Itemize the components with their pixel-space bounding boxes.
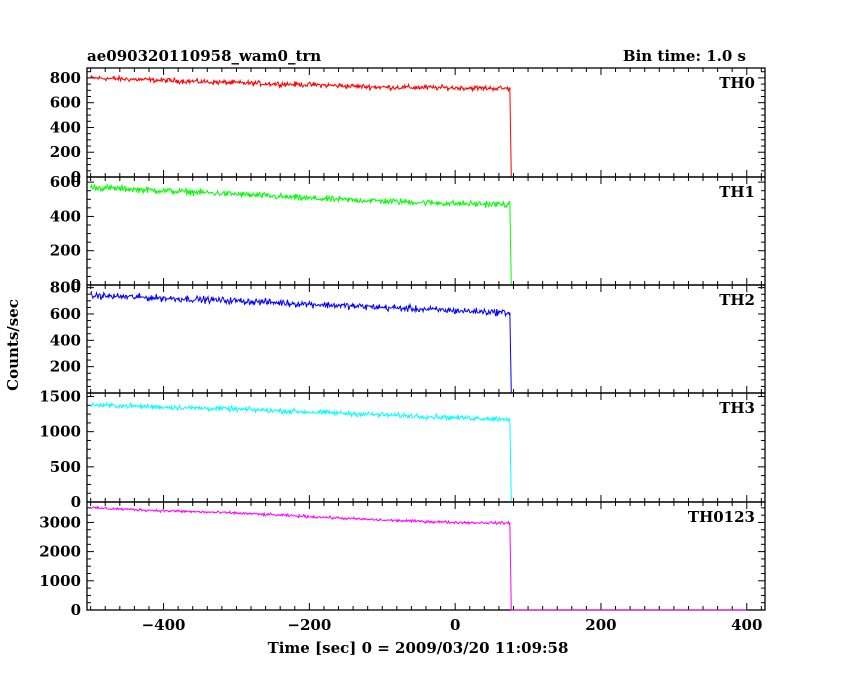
series-label-th1: TH1 xyxy=(719,183,755,201)
panel-frame-th0123 xyxy=(86,501,766,611)
x-tick-label: 0 xyxy=(450,616,460,634)
x-tick-label: −400 xyxy=(142,616,186,634)
y-tick-label: 1500 xyxy=(39,388,81,406)
y-tick-label: 400 xyxy=(50,207,81,225)
panel-frame-th3 xyxy=(86,392,766,503)
plot-title: ae090320110958_wam0_trn xyxy=(87,47,321,65)
series-label-th3: TH3 xyxy=(719,399,755,417)
y-tick-label: 2000 xyxy=(39,543,81,561)
y-tick-label: 600 xyxy=(50,173,81,191)
series-line-th0123 xyxy=(90,505,747,611)
series-line-th0 xyxy=(90,74,747,178)
series-label-th0: TH0 xyxy=(719,74,755,92)
y-tick-label: 600 xyxy=(50,94,81,112)
y-tick-label: 1000 xyxy=(39,572,81,590)
y-tick-label: 600 xyxy=(50,305,81,323)
bin-time-label: Bin time: 1.0 s xyxy=(623,47,746,65)
y-tick-label: 800 xyxy=(50,69,81,87)
series-label-th2: TH2 xyxy=(719,291,755,309)
y-tick-label: 3000 xyxy=(39,513,81,531)
y-tick-label: 200 xyxy=(50,143,81,161)
y-tick-label: 0 xyxy=(71,601,81,619)
y-tick-label: 400 xyxy=(50,331,81,349)
y-axis-label: Counts/sec xyxy=(4,299,22,391)
y-tick-label: 200 xyxy=(50,242,81,260)
y-tick-label: 0 xyxy=(71,276,81,294)
x-tick-label: −200 xyxy=(287,616,331,634)
x-tick-label: 200 xyxy=(585,616,616,634)
series-line-th2 xyxy=(90,290,747,394)
y-tick-label: 500 xyxy=(50,458,81,476)
series-line-th3 xyxy=(90,401,747,503)
x-tick-label: 400 xyxy=(731,616,762,634)
y-tick-label: 400 xyxy=(50,118,81,136)
y-tick-label: 0 xyxy=(71,168,81,186)
series-label-th0123: TH0123 xyxy=(688,508,755,526)
y-tick-label: 1000 xyxy=(39,423,81,441)
y-tick-label: 0 xyxy=(71,493,81,511)
x-axis-label: Time [sec] 0 = 2009/03/20 11:09:58 xyxy=(268,639,569,657)
y-tick-label: 200 xyxy=(50,358,81,376)
series-line-th1 xyxy=(90,183,747,286)
y-tick-label: 800 xyxy=(50,279,81,297)
panels: 0 200 400 600 800 TH0 0 200 400 600 TH1 200 400 600 80… xyxy=(39,67,766,634)
